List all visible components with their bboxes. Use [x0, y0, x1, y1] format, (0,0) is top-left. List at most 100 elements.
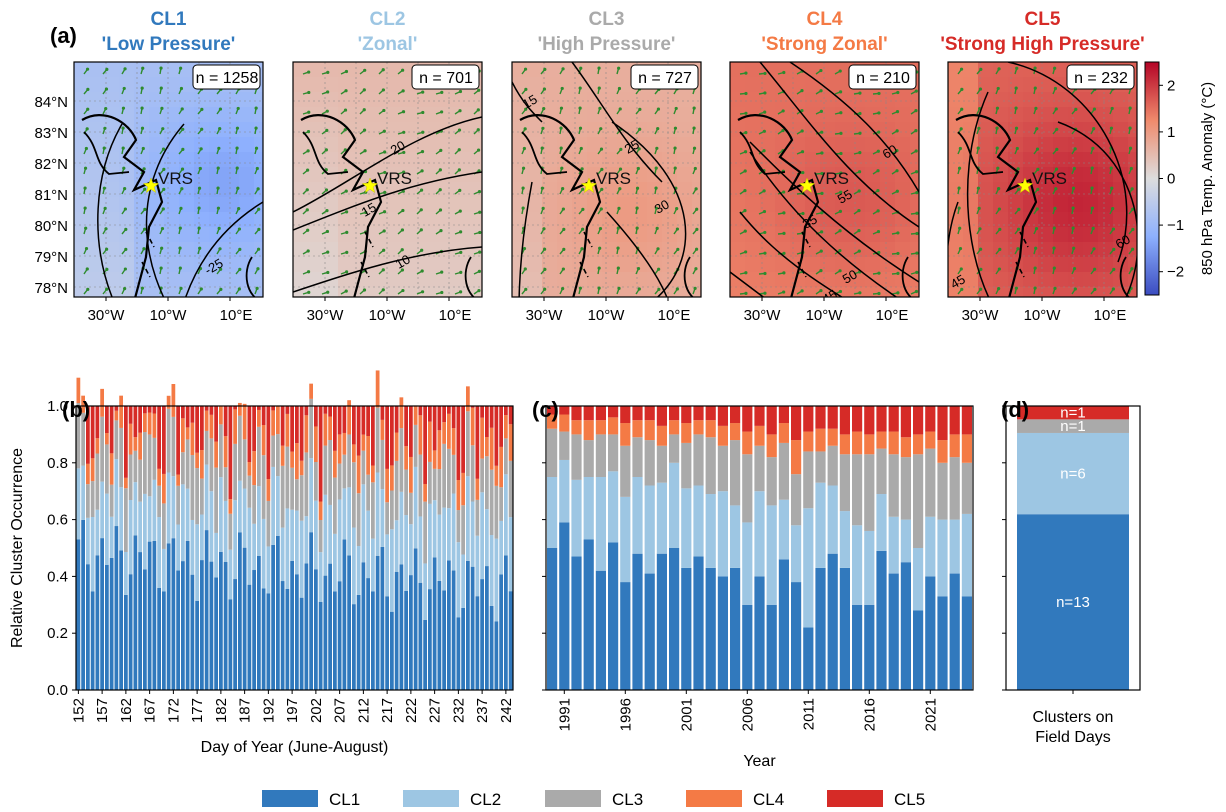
bar-segment-cl3: [176, 485, 180, 525]
bar-segment-cl1: [95, 555, 100, 690]
anomaly-cell: [1038, 152, 1054, 168]
anomaly-cell: [104, 242, 120, 258]
anomaly-cell: [323, 122, 339, 138]
contour-label: 30: [652, 196, 672, 216]
anomaly-cell: [398, 62, 414, 78]
wind-vector-head: [401, 110, 406, 114]
anomaly-cell: [677, 287, 693, 297]
anomaly-cell: [383, 107, 399, 123]
anomaly-cell: [1128, 227, 1137, 243]
anomaly-cell: [993, 197, 1009, 213]
wind-vector-head: [1014, 106, 1018, 110]
anomaly-cell: [254, 197, 263, 213]
anomaly-cell: [895, 212, 911, 228]
wind-vector-head: [1014, 86, 1018, 90]
bar-segment-cl3: [754, 445, 765, 492]
wind-vector-head: [820, 230, 824, 234]
contour-label: 10: [393, 251, 413, 271]
bar-segment-cl1: [124, 594, 128, 690]
wind-vector-head: [381, 68, 385, 72]
anomaly-cell: [805, 62, 821, 78]
wind-vector-head: [200, 107, 204, 111]
wind-vector-head: [839, 171, 843, 175]
anomaly-cell: [179, 62, 195, 78]
anomaly-cell: [790, 122, 806, 138]
y-axis-label: Relative Cluster Occurrence: [9, 448, 26, 648]
wind-vector-head: [1109, 166, 1113, 170]
bar-segment-cl4: [266, 479, 271, 501]
wind-vector-head: [197, 186, 202, 190]
anomaly-cell: [224, 152, 240, 168]
wind-vector-head: [976, 186, 981, 190]
anomaly-cell: [662, 92, 678, 108]
wind-vector-head: [181, 127, 185, 131]
bar-segment-cl2: [290, 509, 294, 561]
anomaly-cell: [1023, 212, 1039, 228]
wind-vector-head: [876, 169, 880, 173]
bar-segment-cl3: [778, 442, 789, 500]
anomaly-cell: [308, 77, 324, 93]
wind-vector-head: [1109, 126, 1114, 130]
anomaly-cell: [692, 272, 701, 288]
anomaly-cell: [557, 227, 573, 243]
anomaly-cell: [134, 107, 150, 123]
wind-vector-head: [744, 250, 748, 254]
bar-segment-cl1: [504, 555, 508, 690]
wind-vector-head: [363, 149, 367, 153]
wind-vector-head: [255, 166, 259, 171]
bar-segment-cl5: [143, 406, 147, 414]
bar-segment-cl2: [223, 500, 228, 562]
anomaly-cell: [1023, 92, 1039, 108]
bar-segment-cl4: [209, 414, 214, 439]
anomaly-cell: [383, 92, 399, 108]
bar-segment-cl2: [181, 484, 185, 562]
anomaly-cell: [338, 107, 354, 123]
wind-vector-head: [675, 207, 679, 211]
bar-segment-cl2: [475, 535, 480, 597]
bar-segment-cl1: [815, 567, 826, 690]
bar-segment-cl4: [290, 451, 294, 468]
anomaly-cell: [835, 152, 851, 168]
wind-vector-head: [857, 170, 862, 174]
wind-vector-head: [524, 287, 528, 291]
wind-vector-head: [998, 227, 1002, 231]
anomaly-cell: [978, 62, 994, 78]
wind-vector-head: [597, 66, 601, 70]
anomaly-cell: [1038, 242, 1054, 258]
contour-label-bg: [1049, 344, 1067, 357]
anomaly-cell: [194, 227, 210, 243]
anomaly-cell: [239, 92, 255, 108]
anomaly-cell: [1083, 287, 1099, 297]
anomaly-cell: [74, 182, 90, 198]
anomaly-cell: [194, 107, 210, 123]
anomaly-cell: [338, 227, 354, 243]
wind-vector-head: [1015, 66, 1019, 70]
anomaly-cell: [398, 77, 414, 93]
bar-segment-cl1: [475, 596, 480, 690]
anomaly-cell: [1128, 107, 1137, 123]
bar-segment-cl1: [290, 560, 294, 690]
legend-swatch-cl2: [403, 790, 459, 807]
bar-segment-cl4: [114, 410, 119, 421]
wind-vector-head: [180, 107, 184, 111]
anomaly-cell: [413, 92, 429, 108]
bar-segment-cl2: [247, 507, 252, 585]
wind-vector-head: [1036, 167, 1040, 171]
anomaly-cell: [790, 92, 806, 108]
anomaly-cell: [398, 212, 414, 228]
bar-segment-cl3: [81, 412, 85, 466]
anomaly-cell: [632, 167, 648, 183]
anomaly-cell: [662, 152, 678, 168]
wind-vector-head: [237, 207, 241, 211]
anomaly-cell: [512, 62, 528, 78]
wind-vector-head: [522, 246, 527, 251]
anomaly-cell: [89, 287, 105, 297]
anomaly-cell: [760, 197, 776, 213]
anomaly-cell: [745, 227, 761, 243]
wind-vector-head: [141, 146, 145, 151]
wind-vector-head: [521, 186, 525, 190]
wind-vector-head: [459, 290, 463, 294]
anomaly-cell: [383, 287, 399, 297]
wind-vector-head: [636, 266, 641, 271]
